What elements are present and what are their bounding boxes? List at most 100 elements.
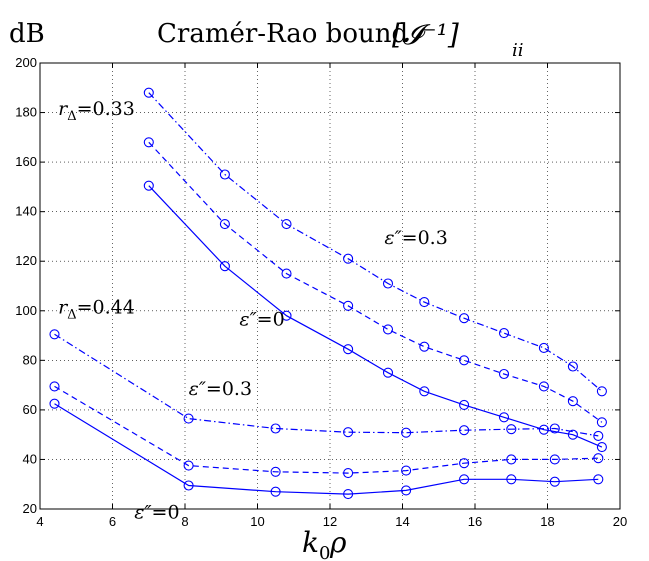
data-point	[459, 425, 470, 436]
data-point	[281, 219, 292, 230]
data-point	[459, 355, 470, 366]
y-tick-label: 140	[15, 204, 37, 219]
y-tick-label: 40	[23, 451, 37, 466]
data-point	[596, 386, 607, 397]
data-point	[343, 468, 354, 479]
plot-frame	[39, 62, 621, 510]
series-line	[148, 185, 603, 448]
series-4	[49, 329, 604, 441]
data-point	[498, 328, 510, 339]
series-line	[54, 385, 599, 474]
data-point	[419, 341, 430, 352]
data-point	[343, 427, 354, 438]
grid	[40, 63, 620, 509]
x-tick-label: 6	[109, 514, 116, 529]
data-point	[549, 454, 560, 465]
x-tick-label: 18	[540, 514, 554, 529]
data-point	[49, 381, 60, 392]
y-tick-label: 20	[23, 501, 37, 516]
annotation: rΔ=0.33	[58, 98, 135, 124]
data-point	[219, 261, 230, 272]
data-point	[459, 399, 470, 410]
data-point	[219, 219, 230, 230]
data-point	[49, 398, 60, 409]
data-point	[459, 313, 470, 324]
series-layer	[49, 87, 607, 500]
data-point	[49, 329, 60, 340]
y-tick-label: 160	[15, 154, 37, 169]
x-tick-label: 4	[36, 514, 43, 529]
label-layer: rΔ=0.33 ε″=0.3 rΔ=0.44 ε″=0 ε″=0.3 ε″=0	[58, 98, 448, 523]
data-point	[382, 367, 394, 378]
data-point	[270, 486, 281, 497]
x-axis-label: k	[302, 526, 319, 559]
chart-title-math: [𝓘⁻¹]	[392, 18, 459, 51]
data-point	[183, 460, 194, 471]
data-point	[143, 87, 154, 98]
y-tick-label: 60	[23, 402, 37, 417]
y-tick-label: 120	[15, 253, 37, 268]
x-tick-label: 10	[250, 514, 264, 529]
chart-title: Cramér-Rao bound	[157, 19, 408, 49]
data-point	[498, 412, 510, 423]
data-point	[593, 430, 604, 441]
data-point	[343, 300, 354, 311]
data-point	[596, 417, 607, 428]
data-point	[538, 424, 549, 435]
y-tick-label: 100	[15, 303, 37, 318]
data-point	[419, 297, 430, 308]
x-axis-label-subscript: 0	[319, 543, 330, 561]
series-5	[49, 381, 604, 479]
tick-layer: 4 6 8 10 12 14 16 18 20 20 40 60 80 100 120 140 160 180 20…	[15, 55, 627, 529]
y-tick-label: 80	[23, 352, 37, 367]
series-1	[143, 87, 607, 397]
data-point	[343, 344, 354, 355]
data-point	[183, 480, 194, 491]
data-point	[567, 361, 578, 372]
annotation: ε″=0	[239, 309, 284, 331]
data-point	[401, 427, 412, 438]
data-point	[567, 429, 578, 440]
annotation: ε″=0.3	[189, 378, 252, 400]
annotation: rΔ=0.44	[58, 296, 135, 322]
y-tick-label: 200	[15, 55, 37, 70]
chart-title-subscript: ii	[512, 40, 524, 61]
data-point	[459, 458, 470, 469]
data-point	[343, 489, 354, 500]
series-line	[54, 333, 599, 437]
x-tick-label: 14	[395, 514, 409, 529]
data-point	[401, 465, 412, 476]
data-point	[506, 454, 517, 465]
data-point	[567, 396, 578, 407]
data-point	[281, 268, 292, 279]
series-2	[143, 137, 607, 428]
data-point	[143, 180, 154, 191]
series-line	[148, 92, 603, 392]
data-point	[219, 169, 230, 180]
x-tick-label: 8	[181, 514, 188, 529]
data-point	[382, 278, 394, 289]
data-point	[506, 474, 517, 485]
x-tick-label: 12	[323, 514, 337, 529]
data-point	[343, 253, 354, 264]
series-line	[54, 403, 599, 495]
series-line	[148, 141, 603, 423]
series-3	[143, 180, 607, 453]
data-point	[401, 485, 412, 496]
y-axis-label: dB	[9, 19, 45, 49]
annotation: ε″=0	[134, 501, 179, 523]
x-axis-label-tail: ρ	[329, 526, 347, 559]
series-6	[49, 398, 604, 500]
data-point	[538, 342, 549, 353]
y-tick-label: 180	[15, 105, 37, 120]
data-point	[538, 381, 549, 392]
data-point	[498, 368, 510, 380]
annotation: ε″=0.3	[384, 227, 447, 249]
x-tick-label: 20	[613, 514, 627, 529]
data-point	[183, 413, 194, 424]
data-point	[506, 424, 517, 435]
data-point	[593, 474, 604, 485]
data-point	[281, 310, 292, 321]
data-point	[593, 453, 604, 464]
data-point	[549, 423, 560, 434]
